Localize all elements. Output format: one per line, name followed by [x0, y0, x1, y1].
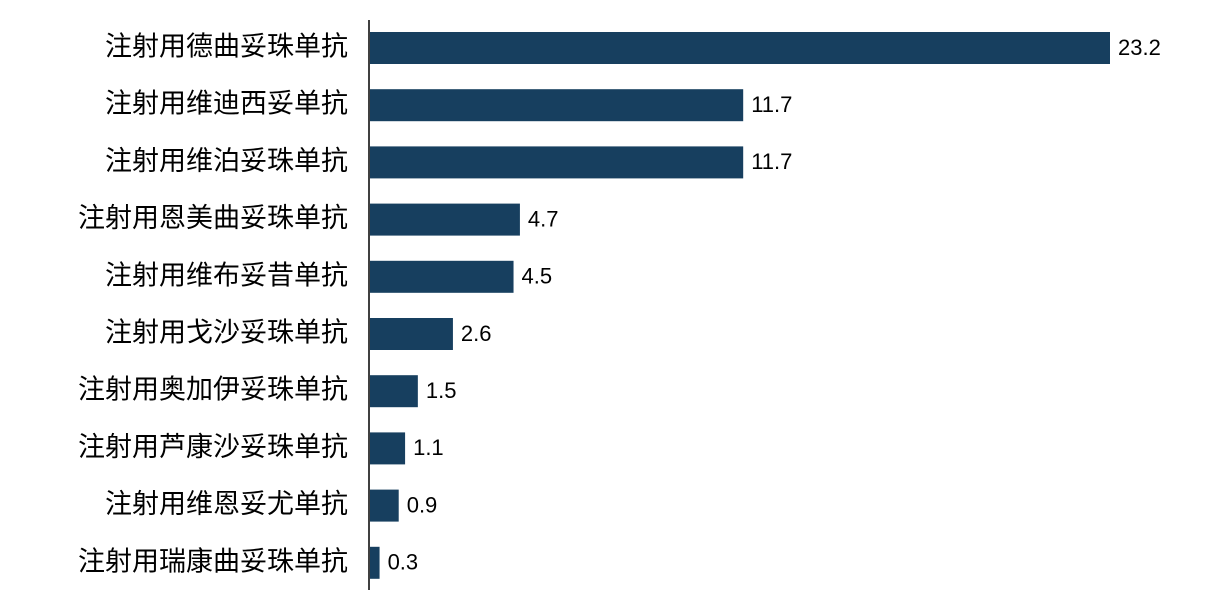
bar: [370, 375, 418, 408]
bar: [370, 489, 399, 522]
bar: [370, 146, 744, 179]
value-label: 0.3: [388, 550, 419, 575]
category-label: 注射用芦康沙妥珠单抗: [78, 432, 348, 463]
bar: [370, 318, 453, 350]
value-label: 4.7: [528, 206, 559, 231]
value-label: 11.7: [751, 92, 792, 117]
value-label: 11.7: [751, 149, 792, 174]
bar: [370, 260, 514, 293]
category-label: 注射用戈沙妥珠单抗: [105, 318, 348, 349]
category-label: 注射用维布妥昔单抗: [105, 260, 348, 291]
value-label: 23.2: [1118, 35, 1161, 60]
category-label: 注射用德曲妥珠单抗: [105, 32, 348, 63]
bar: [370, 546, 380, 579]
value-label: 2.6: [461, 321, 492, 346]
bar: [370, 32, 1110, 64]
category-label: 注射用奥加伊妥珠单抗: [78, 375, 348, 406]
bar: [370, 203, 520, 236]
value-label: 4.5: [522, 264, 553, 289]
value-label: 1.1: [413, 435, 444, 460]
category-label: 注射用维恩妥尤单抗: [105, 489, 348, 520]
category-label: 注射用恩美曲妥珠单抗: [78, 203, 348, 234]
category-label: 注射用瑞康曲妥珠单抗: [78, 546, 348, 577]
value-label: 1.5: [426, 378, 457, 403]
value-label: 0.9: [407, 492, 438, 517]
bar: [370, 432, 406, 465]
bar: [370, 89, 744, 122]
category-label: 注射用维泊妥珠单抗: [105, 146, 348, 177]
category-label: 注射用维迪西妥单抗: [105, 89, 348, 120]
